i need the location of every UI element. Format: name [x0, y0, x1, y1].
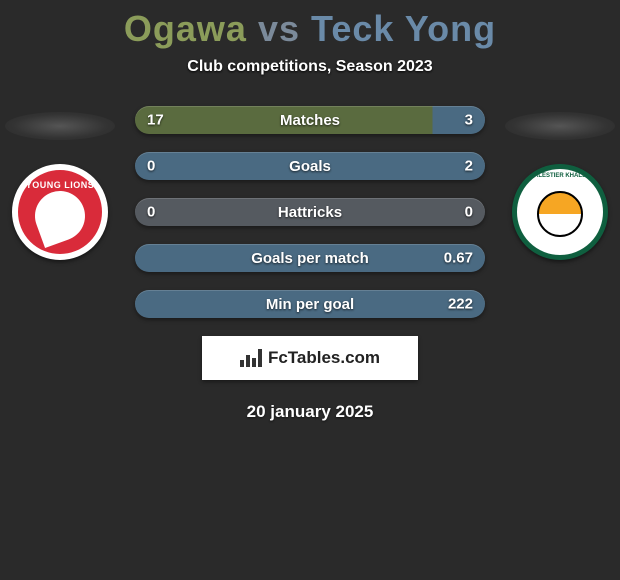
player-right-name: Teck Yong [311, 8, 496, 49]
subtitle: Club competitions, Season 2023 [0, 58, 620, 76]
stat-value-left: 0 [147, 158, 155, 175]
stat-row: Goals per match 0.67 [135, 244, 485, 272]
stat-row: 17 Matches 3 [135, 106, 485, 134]
comparison-content: YOUNG LIONS BALESTIER KHALSA 17 Matches 3 0… [0, 106, 620, 422]
stat-row: Min per goal 222 [135, 290, 485, 318]
stat-value-right: 222 [448, 296, 473, 313]
stat-value-right: 0 [465, 204, 473, 221]
page-title: Ogawa vs Teck Yong [0, 0, 620, 50]
stat-label: Goals per match [251, 250, 369, 267]
watermark-text: FcTables.com [268, 348, 380, 368]
vs-word: vs [258, 8, 300, 49]
stat-label: Goals [289, 158, 331, 175]
stat-row: 0 Hattricks 0 [135, 198, 485, 226]
player-left-name: Ogawa [124, 8, 247, 49]
right-crest-text: BALESTIER KHALSA [530, 173, 591, 179]
stat-value-left: 0 [147, 204, 155, 221]
right-club-crest: BALESTIER KHALSA [512, 164, 608, 260]
stats-bars: 17 Matches 3 0 Goals 2 0 Hattricks 0 Goals per ma… [135, 106, 485, 318]
stat-value-right: 0.67 [444, 250, 473, 267]
right-club-area: BALESTIER KHALSA [500, 106, 620, 260]
stat-value-left: 17 [147, 112, 164, 129]
stat-label: Min per goal [266, 296, 354, 313]
left-club-crest: YOUNG LIONS [12, 164, 108, 260]
lion-icon [28, 184, 92, 248]
watermark: FcTables.com [202, 336, 418, 380]
shadow-ellipse [5, 112, 115, 140]
stat-value-right: 2 [465, 158, 473, 175]
left-crest-text: YOUNG LIONS [26, 180, 95, 190]
tiger-icon [537, 191, 583, 237]
stat-value-right: 3 [465, 112, 473, 129]
bar-chart-icon [240, 349, 262, 367]
shadow-ellipse [505, 112, 615, 140]
stat-label: Hattricks [278, 204, 342, 221]
left-club-area: YOUNG LIONS [0, 106, 120, 260]
stat-row: 0 Goals 2 [135, 152, 485, 180]
stat-label: Matches [280, 112, 340, 129]
footer-date: 20 january 2025 [0, 402, 620, 422]
